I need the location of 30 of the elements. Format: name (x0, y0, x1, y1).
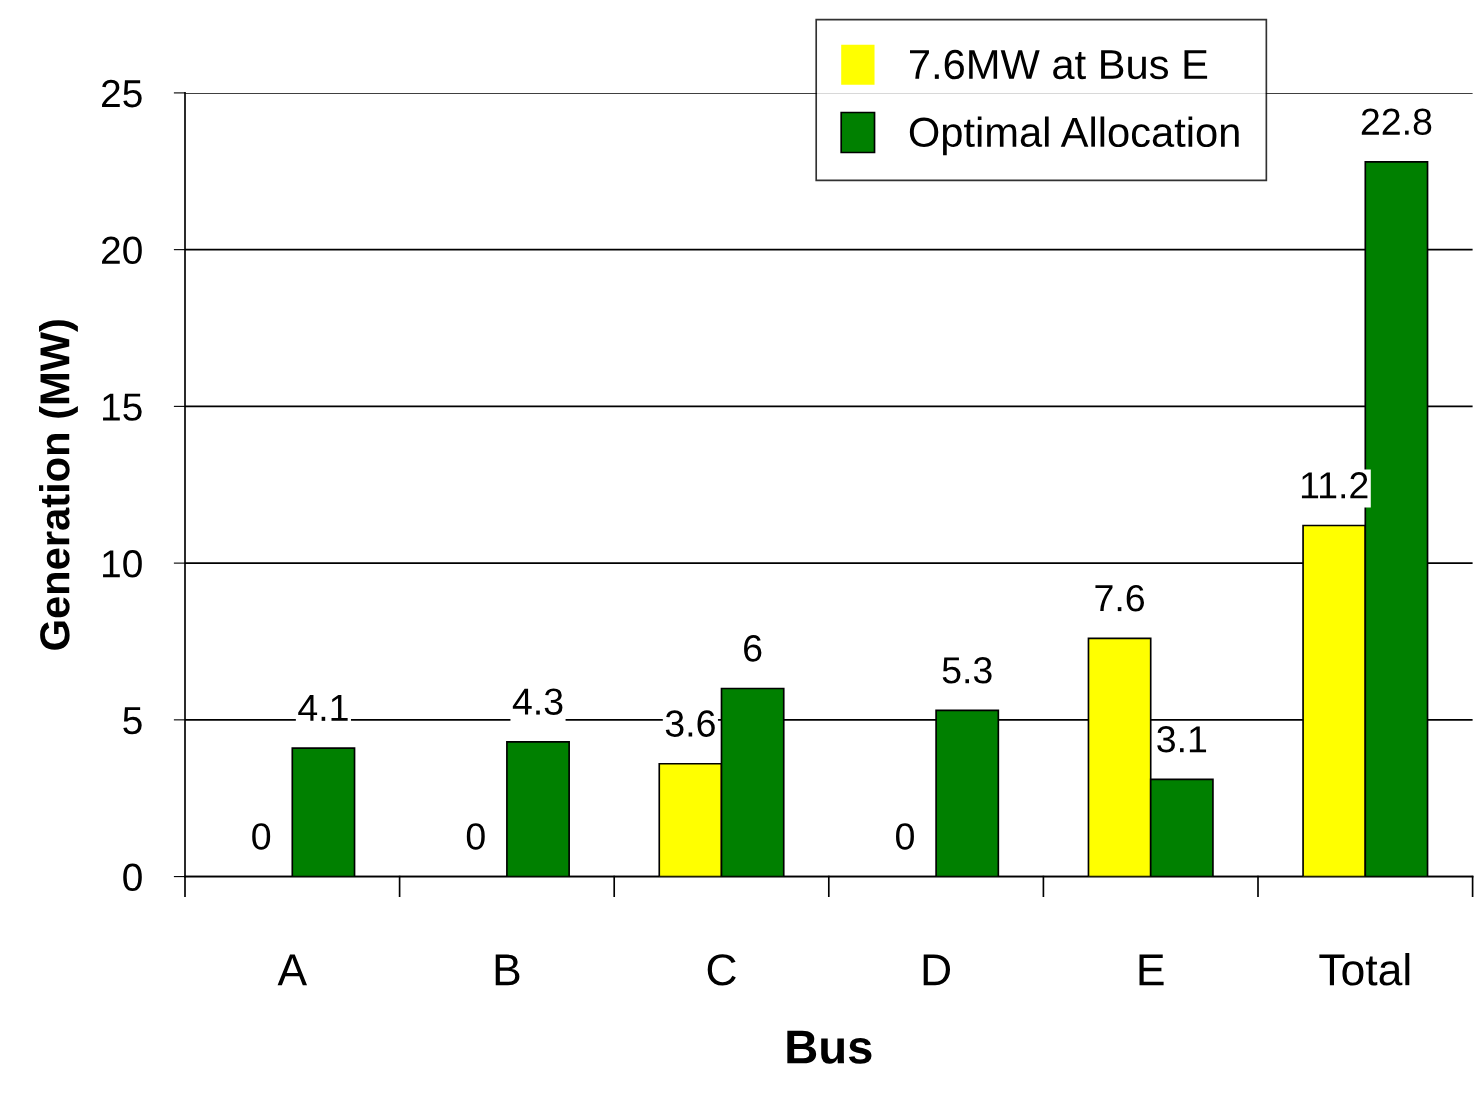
x-tick-label: A (277, 954, 308, 986)
y-tick-label: 25 (102, 79, 142, 108)
data-label: 3.1 (1157, 726, 1207, 753)
legend-label: 7.6MW at Bus E (910, 49, 1208, 80)
y-axis-title: Generation (MW) (39, 320, 78, 650)
x-tick-label: D (923, 954, 951, 986)
data-label: 0 (896, 823, 914, 850)
y-tick-label: 5 (123, 707, 142, 735)
x-tick-label: E (1139, 954, 1164, 986)
y-tick-label: 10 (103, 550, 142, 578)
y-tick-label: 20 (102, 236, 142, 265)
data-label: 5.3 (942, 657, 992, 684)
x-axis-title: Bus (787, 1030, 872, 1064)
data-label: 4.1 (298, 695, 348, 721)
data-label: 7.6 (1095, 584, 1144, 612)
x-tick-label: B (495, 954, 520, 986)
data-label: 11.2 (1301, 472, 1368, 499)
y-tick-label: 0 (123, 863, 142, 892)
data-label: 3.6 (665, 710, 715, 737)
data-label: 4.3 (512, 688, 563, 715)
legend-label: Optimal Allocation (909, 116, 1239, 156)
data-label: 0 (252, 823, 271, 850)
y-tick-label: 15 (103, 393, 142, 421)
bar (506, 740, 570, 877)
data-label: 22.8 (1361, 108, 1432, 136)
x-tick-label: Total (1319, 952, 1410, 986)
data-label: 6 (744, 635, 762, 662)
x-tick-label: C (707, 954, 736, 986)
bar (291, 747, 356, 877)
data-label: 0 (466, 823, 485, 850)
